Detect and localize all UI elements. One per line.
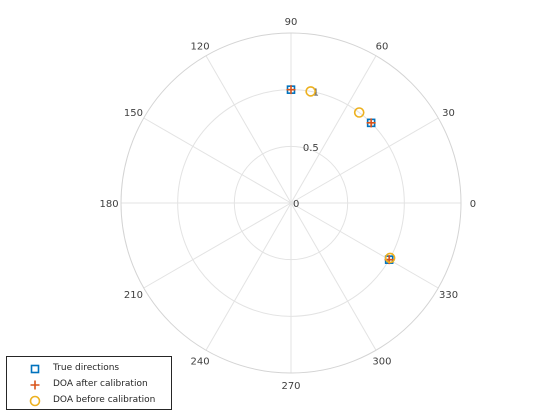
spoke-gridline xyxy=(290,55,377,204)
legend-label: DOA before calibration xyxy=(53,395,156,405)
angle-tick-label: 300 xyxy=(372,357,391,368)
angle-tick-label: 30 xyxy=(442,108,455,119)
spoke-gridline xyxy=(143,117,292,204)
angle-tick-label: 180 xyxy=(100,199,119,210)
doa-after-calibration-marker xyxy=(366,118,376,128)
spoke-gridline xyxy=(143,202,292,289)
angle-tick-label: 0 xyxy=(470,199,476,210)
legend-entry-doa-before-calibration: DOA before calibration xyxy=(7,393,171,409)
angle-tick-label: 90 xyxy=(285,17,298,28)
spoke-gridline xyxy=(205,55,292,204)
angle-tick-label: 330 xyxy=(439,290,458,301)
doa-before-calibration-marker xyxy=(305,86,316,97)
radius-tick-label: 0.5 xyxy=(303,143,319,154)
legend-circle-marker-icon xyxy=(29,395,41,407)
doa-before-calibration-marker xyxy=(353,107,365,118)
legend-square-marker-icon xyxy=(30,364,40,374)
angle-tick-label: 120 xyxy=(191,41,210,52)
legend-entry-true-directions: True directions xyxy=(7,361,171,377)
doa-after-calibration-marker xyxy=(286,85,296,95)
angle-tick-label: 210 xyxy=(124,290,143,301)
angle-tick-label: 60 xyxy=(376,41,389,52)
spoke-gridline xyxy=(290,202,439,289)
outer-ring xyxy=(120,32,462,374)
legend-plus-marker-icon xyxy=(30,380,40,390)
angle-tick-label: 270 xyxy=(281,381,300,392)
radius-tick-label: 1 xyxy=(313,87,319,98)
angle-tick-label: 150 xyxy=(124,108,143,119)
legend-label: DOA after calibration xyxy=(53,379,148,389)
radius-tick-label: 0 xyxy=(293,199,299,210)
doa-before-calibration-marker xyxy=(384,252,396,264)
spoke-gridline xyxy=(290,117,439,204)
spoke-gridline xyxy=(205,202,292,351)
spoke-gridline xyxy=(290,202,377,351)
legend: True directions DOA after calibration DO… xyxy=(6,356,172,410)
legend-entry-doa-after-calibration: DOA after calibration xyxy=(7,377,171,393)
legend-label: True directions xyxy=(53,363,120,373)
ring-gridline xyxy=(233,145,349,261)
angle-tick-label: 240 xyxy=(191,357,210,368)
